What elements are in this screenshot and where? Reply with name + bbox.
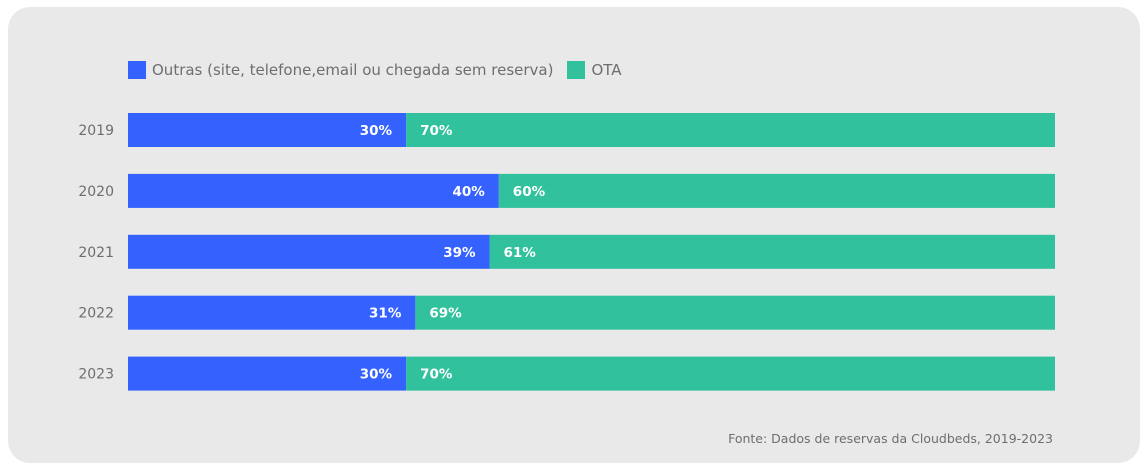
bar-outras-2019 [128, 113, 407, 147]
data-label-ota-2023: 70% [420, 367, 453, 383]
bar-outras-2022 [128, 295, 416, 330]
data-label-outras-2023: 30% [360, 367, 393, 383]
legend-item-outras: Outras (site, telefone,email ou chegada … [128, 61, 553, 79]
data-label-outras-2021: 39% [443, 245, 476, 261]
legend-label-outras: Outras (site, telefone,email ou chegada … [152, 61, 554, 79]
data-label-outras-2022: 31% [369, 306, 402, 322]
bar-ota-2022 [415, 295, 1055, 330]
y-tick-label-2020: 2020 [78, 184, 114, 200]
bar-outras-2023 [128, 356, 407, 391]
bar-ota-2020 [498, 173, 1055, 208]
y-tick-label-2021: 2021 [78, 245, 114, 261]
bar-ota-2019 [406, 113, 1056, 147]
y-tick-label-2019: 2019 [78, 123, 114, 139]
bar-outras-2021 [128, 234, 490, 269]
data-label-ota-2022: 69% [429, 306, 462, 322]
legend-swatch-ota [567, 61, 586, 79]
data-label-ota-2021: 61% [504, 245, 537, 261]
bar-outras-2020 [128, 173, 499, 208]
data-label-outras-2019: 30% [360, 123, 393, 139]
bar-ota-2021 [489, 234, 1055, 269]
data-label-ota-2020: 60% [513, 184, 546, 200]
legend-swatch-outras [128, 61, 146, 79]
source-note: Fonte: Dados de reservas da Cloudbeds, 2… [728, 431, 1053, 446]
y-tick-label-2022: 2022 [78, 306, 114, 322]
legend-item-ota: OTA [567, 61, 622, 79]
bar-ota-2023 [406, 356, 1056, 391]
data-label-ota-2019: 70% [420, 123, 453, 139]
legend: Outras (site, telefone,email ou chegada … [128, 61, 636, 79]
data-label-outras-2020: 40% [452, 184, 485, 200]
y-tick-label-2023: 2023 [78, 367, 114, 383]
legend-label-ota: OTA [591, 61, 622, 79]
